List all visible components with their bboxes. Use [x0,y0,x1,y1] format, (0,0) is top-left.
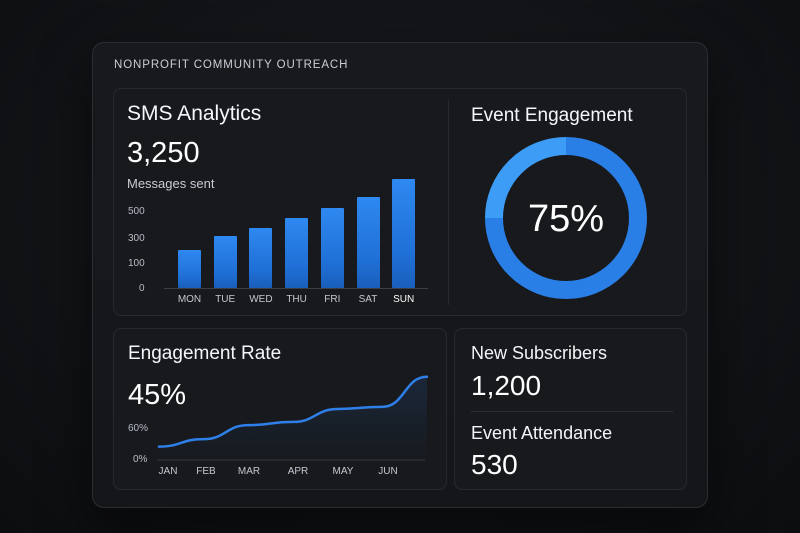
y-tick: 100 [128,258,145,269]
event-engagement-title: Event Engagement [471,105,633,126]
sms-x-label: TUE [215,294,236,305]
y-tick: 0% [133,454,148,465]
new-subscribers-value: 1,200 [471,370,542,401]
sms-x-label: THU [286,294,307,305]
event-engagement-percent: 75% [528,198,604,240]
sms-x-label: FRI [324,294,341,305]
new-subscribers-label: New Subscribers [471,343,608,363]
sms-bar-sat [356,197,380,288]
rate-line [157,375,429,448]
rate-x-label: MAR [237,466,261,477]
event-engagement-donut: 75% [485,137,647,299]
event-attendance-label: Event Attendance [471,423,613,443]
stats-divider [471,411,673,412]
sms-x-axis [164,288,428,289]
donut-segment-other [485,137,567,219]
rate-x-label: JUN [378,466,398,477]
event-attendance-value: 530 [471,449,518,480]
sms-bar-fri [320,208,344,288]
y-tick: 500 [128,206,145,217]
engagement-rate-value: 45% [128,379,187,411]
sms-analytics-title: SMS Analytics [127,102,262,125]
messages-sent-value: 3,250 [127,137,200,169]
messages-sent-label: Messages sent [127,176,215,191]
engagement-rate-title: Engagement Rate [128,343,282,364]
rate-x-label: JAN [158,466,178,477]
rate-x-label: FEB [196,466,216,477]
sms-x-label: MON [177,294,202,305]
y-tick: 0 [139,283,145,294]
sms-bar-thu [285,217,309,288]
sms-x-label: SAT [358,294,378,305]
y-tick: 60% [128,423,149,434]
rate-x-label: APR [287,466,309,477]
panel-divider [448,100,449,305]
donut-segment-engaged [485,137,647,299]
engagement-rate-line-chart [157,375,429,461]
rate-x-label: MAY [332,466,354,477]
sms-bar-sun [392,179,416,288]
sms-bar-mon [178,249,201,288]
dashboard-title: NONPROFIT COMMUNITY OUTREACH [114,59,349,71]
stats-panel [454,328,687,490]
y-tick: 300 [128,233,145,244]
sms-x-label: SUN [393,294,415,305]
sms-bar-tue [213,235,237,288]
rate-area [159,376,427,460]
sms-x-label: WED [249,294,273,305]
sms-bar-wed [249,228,273,288]
